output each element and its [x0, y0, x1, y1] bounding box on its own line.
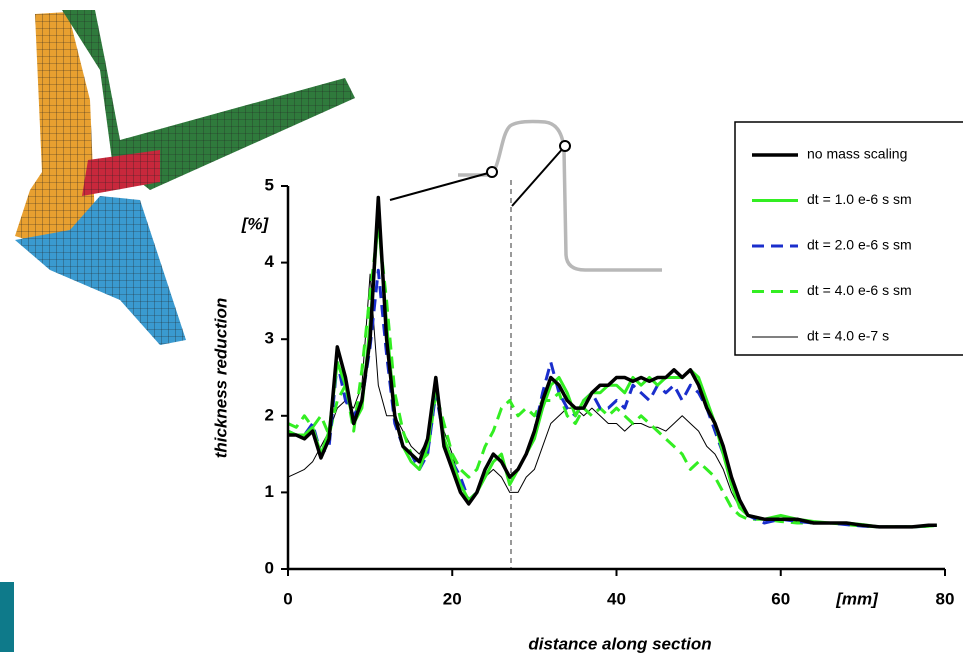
y-tick-label: 0	[265, 558, 274, 577]
y-tick-label: 5	[265, 175, 274, 194]
x-tick-label: 80	[936, 589, 955, 608]
x-tick-label: 60	[771, 589, 790, 608]
legend-label: no mass scaling	[807, 146, 907, 162]
x-tick-label: 40	[607, 589, 626, 608]
y-tick-label: 3	[265, 329, 274, 348]
y-tick-label: 1	[265, 482, 274, 501]
legend-label: dt = 1.0 e-6 s sm	[807, 191, 912, 207]
legend-label: dt = 4.0 e-7 s	[807, 328, 889, 344]
page: 0 1 2 3 4 5 0 20 40 60 80 [%] [mm] distance along …	[0, 0, 963, 658]
mesh-model	[15, 10, 355, 345]
x-tick-label: 20	[443, 589, 462, 608]
x-axis-title: distance along section	[528, 634, 711, 653]
y-axis-title: thickness reduction	[211, 298, 230, 459]
chart: 0 1 2 3 4 5 0 20 40 60 80 [%] [mm] distance along …	[0, 0, 963, 658]
legend-label: dt = 2.0 e-6 s sm	[807, 237, 912, 253]
x-tick-label: 0	[283, 589, 292, 608]
legend-label: dt = 4.0 e-6 s sm	[807, 282, 912, 298]
side-block	[0, 582, 14, 652]
y-tick-label: 2	[265, 405, 274, 424]
x-unit: [mm]	[835, 589, 879, 608]
y-unit: [%]	[241, 214, 270, 233]
profile-inset	[390, 122, 662, 570]
y-tick-label: 4	[265, 252, 275, 271]
